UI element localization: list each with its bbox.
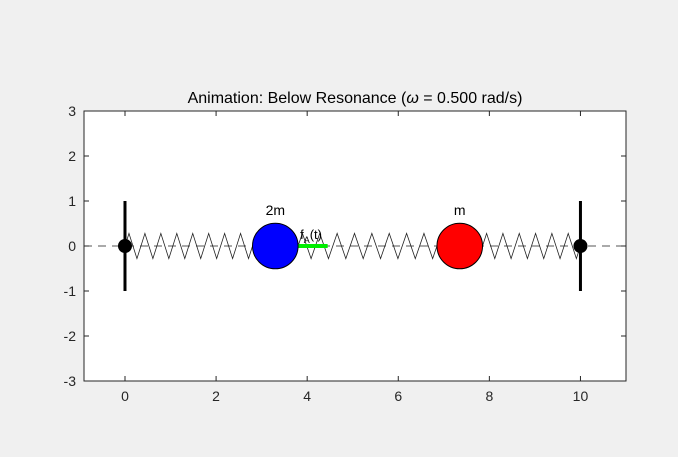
spring-1 [124, 232, 253, 260]
x-tick-label: 0 [121, 388, 129, 404]
x-axis: 0 2 4 6 8 10 [121, 111, 588, 404]
y-tick-label: 2 [68, 148, 76, 164]
x-tick-label: 8 [485, 388, 493, 404]
plot-content: fA(t) 2m m [84, 201, 626, 291]
mass-label-2: m [454, 202, 466, 218]
mass-label-1: 2m [266, 202, 285, 218]
anchor-left [117, 239, 132, 253]
mass-2 [436, 222, 484, 270]
x-tick-label: 6 [394, 388, 402, 404]
x-tick-label: 2 [212, 388, 220, 404]
y-tick-label: -1 [64, 283, 77, 299]
y-tick-label: -3 [64, 373, 77, 389]
force-label: fA(t) [300, 227, 322, 245]
x-tick-label: 10 [573, 388, 589, 404]
omega-symbol: ω [406, 90, 418, 107]
spring-3 [482, 232, 581, 260]
spring-2 [297, 232, 438, 260]
x-tick-label: 4 [303, 388, 311, 404]
y-axis: -3 -2 -1 0 1 2 3 [64, 103, 626, 389]
y-tick-label: 3 [68, 103, 76, 119]
y-tick-label: 1 [68, 193, 76, 209]
chart-title: Animation: Below Resonance (ω = 0.500 ra… [188, 90, 523, 107]
y-tick-label: -2 [64, 328, 77, 344]
mass-1 [252, 222, 299, 270]
anchor-right [573, 239, 588, 253]
y-tick-label: 0 [68, 238, 76, 254]
